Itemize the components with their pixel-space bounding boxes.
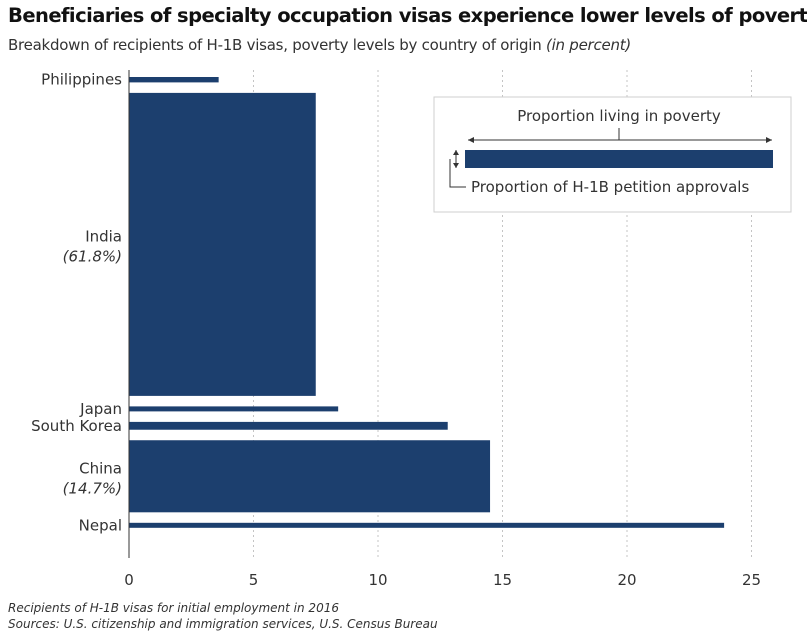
arrow-right-icon: [766, 137, 772, 143]
subtitle-text: Breakdown of recipients of H-1B visas, p…: [8, 36, 542, 54]
bar-japan: [129, 406, 339, 412]
bars: [129, 77, 725, 528]
category-label: South Korea: [31, 417, 122, 435]
category-label: Nepal: [79, 516, 122, 534]
legend-sample-bar: [465, 150, 773, 168]
x-tick-label: 0: [124, 571, 134, 589]
category-label: India: [85, 227, 122, 245]
x-tick-labels: 0 5 10 15 20 25: [124, 571, 761, 589]
bar-china: [129, 440, 491, 513]
arrow-up-icon: [453, 150, 459, 155]
x-tick-label: 25: [742, 571, 761, 589]
x-tick-label: 20: [617, 571, 636, 589]
category-share-note: (14.7%): [63, 479, 122, 497]
legend-height-leader: [449, 159, 466, 188]
legend-height-label: Proportion of H-1B petition approvals: [471, 178, 749, 196]
bar-south-korea: [129, 421, 448, 430]
bar-philippines: [129, 77, 219, 83]
x-tick-label: 10: [368, 571, 387, 589]
legend-box: Proportion living in poverty Proportion o…: [433, 96, 792, 213]
arrow-down-icon: [453, 163, 459, 168]
bar-nepal: [129, 522, 725, 528]
category-label: China: [79, 459, 122, 477]
category-label: Philippines: [41, 71, 122, 89]
category-share-note: (61.8%): [63, 247, 122, 265]
footer-note: Recipients of H-1B visas for initial emp…: [8, 601, 339, 615]
arrow-left-icon: [468, 137, 474, 143]
x-tick-label: 5: [249, 571, 259, 589]
chart-subtitle: Breakdown of recipients of H-1B visas, p…: [8, 36, 631, 54]
chart-title: Beneficiaries of specialty occupation vi…: [8, 4, 807, 27]
legend-width-label: Proportion living in poverty: [517, 107, 721, 125]
footer-sources: Sources: U.S. citizenship and immigratio…: [8, 617, 438, 631]
category-label: Japan: [79, 400, 122, 418]
x-tick-label: 15: [493, 571, 512, 589]
bar-india: [129, 92, 316, 396]
subtitle-unit-note: (in percent): [546, 36, 631, 54]
